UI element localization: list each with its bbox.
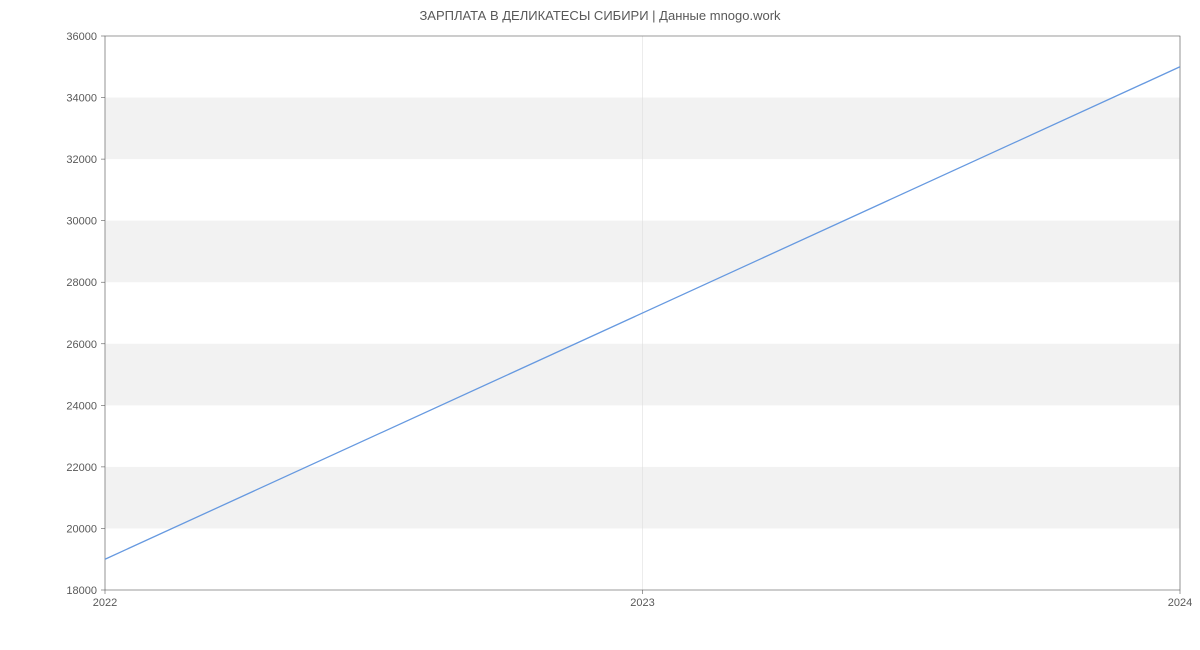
- y-tick-label: 18000: [66, 585, 97, 597]
- x-tick-label: 2024: [1168, 597, 1192, 609]
- y-tick-label: 24000: [66, 400, 97, 412]
- y-tick-label: 28000: [66, 277, 97, 289]
- y-tick-label: 20000: [66, 523, 97, 535]
- salary-line-chart: ЗАРПЛАТА В ДЕЛИКАТЕСЫ СИБИРИ | Данные mn…: [0, 0, 1200, 650]
- x-tick-label: 2023: [630, 597, 654, 609]
- y-tick-label: 36000: [66, 31, 97, 43]
- y-tick-label: 22000: [66, 462, 97, 474]
- y-tick-label: 30000: [66, 216, 97, 228]
- x-tick-label: 2022: [93, 597, 117, 609]
- chart-title: ЗАРПЛАТА В ДЕЛИКАТЕСЫ СИБИРИ | Данные mn…: [0, 8, 1200, 23]
- y-tick-label: 32000: [66, 154, 97, 166]
- y-tick-label: 26000: [66, 339, 97, 351]
- y-tick-label: 34000: [66, 93, 97, 105]
- chart-svg: 18000 20000 22000 24000 26000 28000 30000 32000…: [0, 0, 1200, 650]
